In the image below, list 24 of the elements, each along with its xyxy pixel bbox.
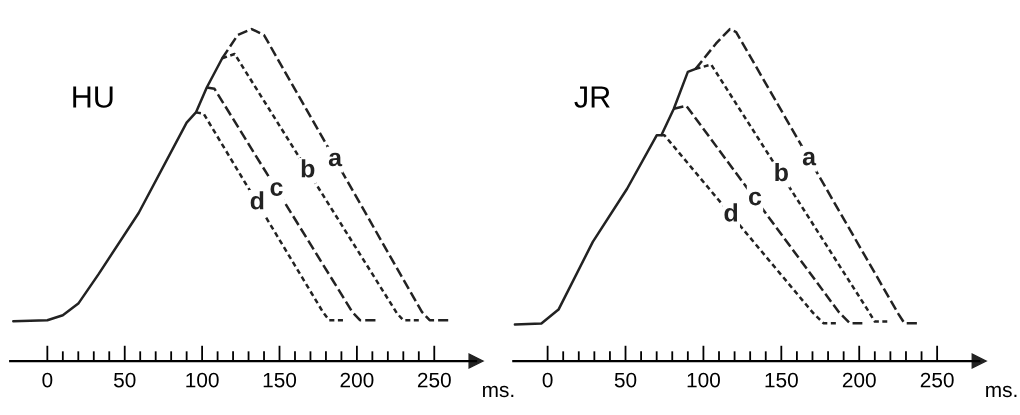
x-axis-title: ms.: [986, 385, 1017, 398]
x-tick-label: 150: [263, 372, 297, 388]
x-tick-label: 200: [340, 372, 374, 388]
x-tick-label: 250: [417, 372, 451, 388]
x-tick-label: 150: [765, 372, 798, 388]
x-tick-label: 200: [842, 372, 876, 388]
series-label: c: [270, 182, 283, 196]
x-tick-label: 100: [687, 372, 720, 388]
series-label: b: [301, 159, 315, 178]
x-axis-title: ms.: [483, 385, 514, 398]
x-tick-label: 50: [614, 372, 637, 388]
x-tick-label: 100: [186, 372, 219, 388]
x-tick-label: 50: [113, 372, 136, 388]
text: HU: [73, 86, 113, 108]
series-label: b: [775, 162, 788, 182]
x-tick-label: 250: [920, 372, 954, 388]
x-tick-label: 0: [42, 372, 53, 388]
series-label: c: [749, 191, 762, 206]
series-label: a: [802, 151, 817, 166]
text: JR: [574, 86, 610, 108]
series-label: d: [724, 203, 738, 222]
series-label: a: [328, 152, 343, 167]
series-label: d: [250, 191, 264, 210]
x-tick-label: 0: [542, 372, 553, 388]
